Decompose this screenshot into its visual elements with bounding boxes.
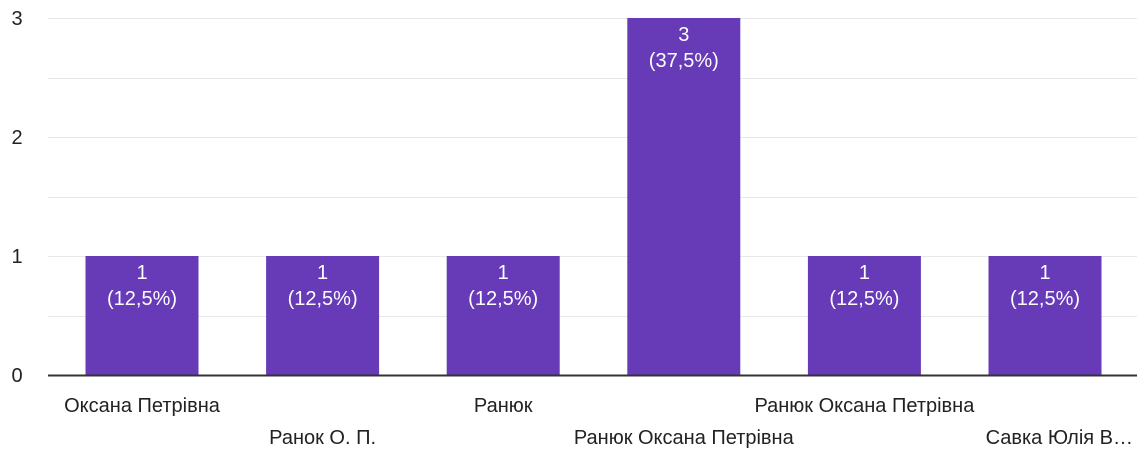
bar-value-label: (37,5%) xyxy=(649,50,719,72)
bar-value-label: 1 xyxy=(1039,262,1050,284)
bar xyxy=(266,256,380,375)
y-axis-ticks: 0 1 2 3 xyxy=(11,8,22,387)
bar-value-label: 1 xyxy=(136,262,147,284)
x-axis-category-labels: Оксана Петрівна Ранок О. П. Ранюк Ранюк Окс… xyxy=(64,395,1133,449)
bar-value-label: 1 xyxy=(317,262,328,284)
bar xyxy=(446,256,560,375)
bar-value-labels: 1 (12,5%) 1 (12,5%) 1 (12,5%) 3 (37,5%) 1 (12,5%)… xyxy=(107,24,1080,310)
bar-value-label: 3 xyxy=(678,24,689,46)
x-category-label: Оксана Петрівна xyxy=(64,395,221,417)
bar xyxy=(988,256,1102,375)
x-category-label: Савка Юлія В… xyxy=(986,427,1133,449)
bar-value-label: (12,5%) xyxy=(288,288,358,310)
bar-value-label: 1 xyxy=(859,262,870,284)
bar-value-label: (12,5%) xyxy=(1010,288,1080,310)
y-tick-label: 2 xyxy=(11,127,22,149)
x-category-label: Ранок О. П. xyxy=(269,427,376,449)
bar xyxy=(85,256,199,375)
bar-value-label: (12,5%) xyxy=(468,288,538,310)
bars xyxy=(85,18,1102,375)
bar-value-label: (12,5%) xyxy=(107,288,177,310)
x-category-label: Ранюк Оксана Петрівна xyxy=(574,427,795,449)
y-tick-label: 0 xyxy=(11,365,22,387)
bar xyxy=(807,256,921,375)
gridlines xyxy=(48,18,1137,317)
x-category-label: Ранюк Оксана Петрівна xyxy=(754,395,975,417)
y-tick-label: 1 xyxy=(11,246,22,268)
y-tick-label: 3 xyxy=(11,8,22,30)
bar xyxy=(627,18,741,375)
bar-value-label: 1 xyxy=(498,262,509,284)
x-category-label: Ранюк xyxy=(474,395,533,417)
bar-value-label: (12,5%) xyxy=(829,288,899,310)
